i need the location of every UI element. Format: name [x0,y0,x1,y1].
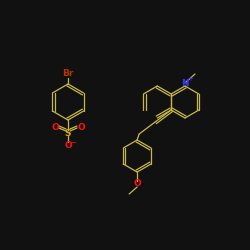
Text: O: O [133,180,141,188]
Text: O: O [64,142,72,150]
Text: S: S [65,128,71,138]
Text: N: N [181,78,189,88]
Text: −: − [70,140,76,146]
Text: Br: Br [62,68,74,78]
Text: O: O [51,124,59,132]
Text: +: + [187,76,193,82]
Text: O: O [77,124,85,132]
